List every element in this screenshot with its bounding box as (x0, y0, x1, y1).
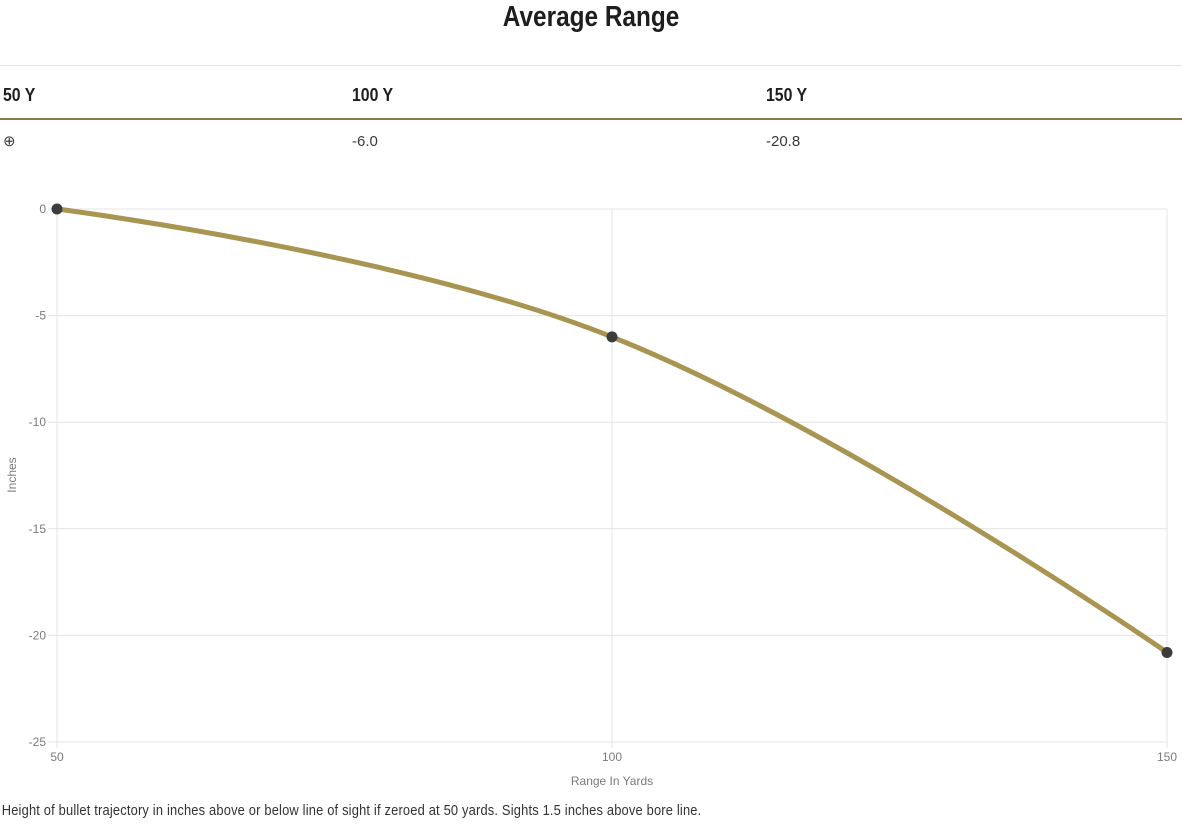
x-tick-label: 50 (50, 750, 64, 764)
y-tick-label: -10 (29, 415, 47, 429)
x-tick-label: 100 (602, 750, 622, 764)
chart-footnote: Height of bullet trajectory in inches ab… (1, 802, 702, 819)
drop-value-150y: -20.8 (766, 133, 801, 150)
x-axis-title: Range In Yards (570, 774, 654, 788)
y-tick-label: -20 (29, 628, 47, 642)
top-rule-divider (0, 65, 1182, 66)
title-bar: Average Range (0, 0, 1182, 33)
y-tick-label: 0 (39, 202, 46, 216)
x-tick-label: 150 (1157, 750, 1177, 764)
y-tick-label: -5 (35, 309, 46, 323)
data-point-marker[interactable] (1161, 646, 1173, 658)
drop-value-100y: -6.0 (352, 133, 378, 150)
range-table-header-row: 50 Y 100 Y 150 Y (0, 86, 1182, 105)
y-tick-label: -25 (29, 735, 47, 749)
zero-crosshair-symbol: ⊕ (3, 133, 16, 150)
y-tick-label: -15 (29, 522, 47, 536)
range-table: 50 Y 100 Y 150 Y ⊕ -6.0 -20.8 (0, 86, 1182, 151)
table-accent-divider (0, 118, 1182, 120)
data-point-marker[interactable] (51, 203, 63, 215)
range-header-50y: 50 Y (3, 85, 36, 105)
range-header-150y: 150 Y (766, 85, 808, 105)
range-header-100y: 100 Y (352, 85, 394, 105)
trajectory-chart: 0 -5 -10 -15 -20 -25 50 100 150 Inches Range In … (0, 194, 1182, 794)
data-point-marker[interactable] (606, 331, 618, 343)
y-axis-title: Inches (5, 457, 19, 493)
page-title: Average Range (502, 1, 680, 33)
range-table-value-row: ⊕ -6.0 -20.8 (0, 133, 1182, 151)
